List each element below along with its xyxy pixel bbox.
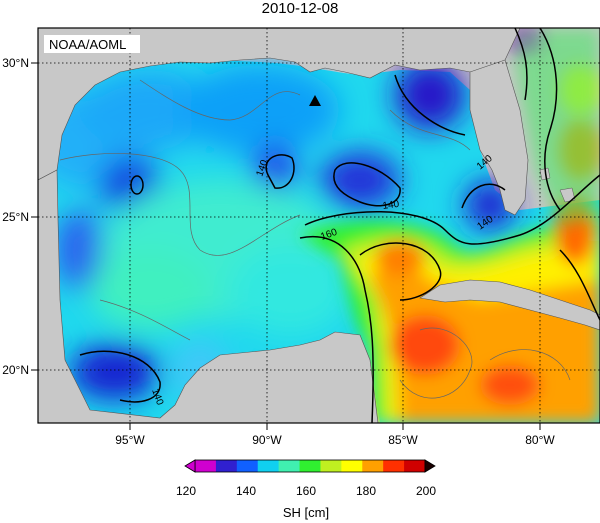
credit-box xyxy=(44,35,140,53)
colorbar-cell xyxy=(383,460,405,472)
colorbar-min-arrow xyxy=(184,459,196,473)
lon-tick-labels: 95°W 90°W 85°W 80°W xyxy=(115,433,555,447)
colorbar-max-arrow xyxy=(424,459,436,473)
colorbar-tick-label: 200 xyxy=(416,484,436,498)
florida-peninsula xyxy=(469,59,529,216)
colorbar-cell xyxy=(215,460,238,472)
atlantic-ocean xyxy=(510,28,600,225)
credit-text: NOAA/AOML xyxy=(49,37,126,52)
colorbar-tick-label: 140 xyxy=(236,484,256,498)
cuba-island xyxy=(419,279,600,331)
colorbar: 120 140 160 180 200 SH [cm] xyxy=(176,459,436,520)
lon-tick-label: 80°W xyxy=(525,433,555,447)
thin-contours xyxy=(59,79,571,399)
colorbar-cell xyxy=(278,460,301,472)
colorbar-tick-label: 120 xyxy=(176,484,196,498)
colorbar-tick-label: 160 xyxy=(296,484,316,498)
colorbar-tick-labels: 120 140 160 180 200 xyxy=(176,484,436,498)
colorbar-tick-label: 180 xyxy=(356,484,376,498)
colorbar-cell xyxy=(362,460,384,472)
axis-ticks xyxy=(31,62,541,430)
colorbar-cell xyxy=(341,460,363,472)
station-marker-icon xyxy=(309,95,321,106)
mexico-yucatan xyxy=(38,169,379,423)
lat-tick-label: 20°N xyxy=(2,363,29,377)
colorbar-cell xyxy=(195,460,217,472)
contour-label: 140 xyxy=(382,199,400,212)
lat-tick-label: 30°N xyxy=(2,56,29,70)
colorbar-label: SH [cm] xyxy=(283,505,329,520)
map-title: 2010-12-08 xyxy=(261,0,339,17)
colorbar-cell xyxy=(320,460,342,472)
lon-tick-label: 85°W xyxy=(388,433,418,447)
lat-tick-labels: 30°N 25°N 20°N xyxy=(2,56,29,377)
lon-tick-label: 90°W xyxy=(252,433,282,447)
colorbar-cell xyxy=(299,460,321,472)
lon-tick-label: 95°W xyxy=(115,433,145,447)
colorbar-cell xyxy=(257,460,280,472)
colorbar-cell xyxy=(404,460,426,472)
plot-frame xyxy=(37,27,600,424)
sh-field xyxy=(38,60,515,400)
thick-contours xyxy=(79,28,600,423)
colorbar-cell xyxy=(236,460,259,472)
map-gridlines xyxy=(38,28,600,423)
colorbar-cells xyxy=(194,459,426,473)
lat-tick-label: 25°N xyxy=(2,210,29,224)
map-plot-area: 140 140 140 140 160 140 xyxy=(38,28,600,423)
